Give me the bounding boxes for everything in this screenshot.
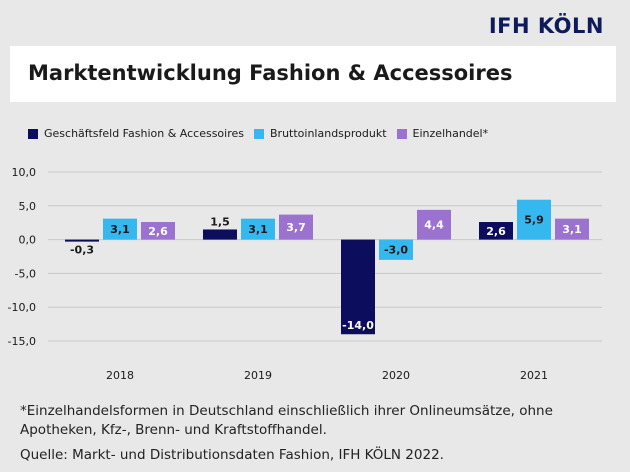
brand-logo: IFH KÖLN	[488, 14, 604, 38]
legend-label-fashion: Geschäftsfeld Fashion & Accessoires	[44, 127, 244, 140]
legend-item-einzelhandel: Einzelhandel*	[396, 127, 489, 140]
bar	[203, 229, 237, 240]
data-label: 2,6	[148, 225, 168, 238]
y-tick-label: -5,0	[15, 267, 36, 280]
data-label: 3,1	[248, 223, 268, 236]
x-tick-label: 2021	[520, 369, 548, 382]
x-tick-label: 2018	[106, 369, 134, 382]
x-tick-label: 2020	[382, 369, 410, 382]
legend-item-fashion: Geschäftsfeld Fashion & Accessoires	[28, 127, 244, 140]
data-label: 5,9	[524, 214, 544, 227]
legend-swatch-bip	[254, 128, 264, 139]
bar	[141, 222, 175, 240]
y-tick-label: -10,0	[8, 301, 36, 314]
bar	[241, 218, 275, 240]
legend-swatch-einzelhandel	[396, 128, 407, 139]
bar	[341, 239, 375, 335]
data-label: -3,0	[384, 244, 408, 257]
data-label: 3,1	[110, 223, 130, 236]
chart-title: Marktentwicklung Fashion & Accessoires	[28, 61, 513, 85]
legend-label-bip: Bruttoinlandsprodukt	[270, 127, 387, 140]
data-label: 1,5	[210, 215, 230, 228]
legend-label-einzelhandel: Einzelhandel*	[412, 127, 489, 140]
footnote-line-1: *Einzelhandelsformen in Deutschland eins…	[20, 403, 553, 419]
x-tick-label: 2019	[244, 369, 272, 382]
data-label: 4,4	[424, 219, 444, 232]
source-note: Quelle: Markt- und Distributionsdaten Fa…	[20, 447, 444, 463]
footnote: *Einzelhandelsformen in Deutschland eins…	[20, 402, 553, 440]
data-label: 3,7	[286, 221, 306, 234]
bar	[279, 214, 313, 240]
title-panel: Marktentwicklung Fashion & Accessoires	[10, 46, 616, 102]
data-label: 3,1	[562, 223, 582, 236]
data-label: 2,6	[486, 225, 506, 238]
data-label: -0,3	[70, 244, 94, 257]
y-tick-label: 0,0	[19, 234, 37, 247]
y-tick-label: -15,0	[8, 335, 36, 348]
bar	[65, 239, 99, 242]
bar	[417, 209, 451, 240]
y-tick-label: 5,0	[19, 200, 37, 213]
y-tick-label: 10,0	[12, 166, 37, 179]
chart-legend: Geschäftsfeld Fashion & Accessoires Brut…	[28, 127, 498, 140]
bar	[517, 199, 551, 240]
data-label: -14,0	[342, 319, 374, 332]
legend-item-bip: Bruttoinlandsprodukt	[254, 127, 387, 140]
legend-swatch-fashion	[28, 128, 38, 139]
bar	[479, 222, 513, 240]
bar	[379, 239, 413, 260]
bar	[103, 218, 137, 240]
footnote-line-2: Apotheken, Kfz-, Brenn- und Kraftstoffha…	[20, 422, 327, 438]
bar-chart: 10,0 5,0 0,0 -5,0 -10,0 -15,0 2018 -0,3 3,1 2,6 20…	[8, 166, 602, 382]
bar	[555, 218, 589, 240]
